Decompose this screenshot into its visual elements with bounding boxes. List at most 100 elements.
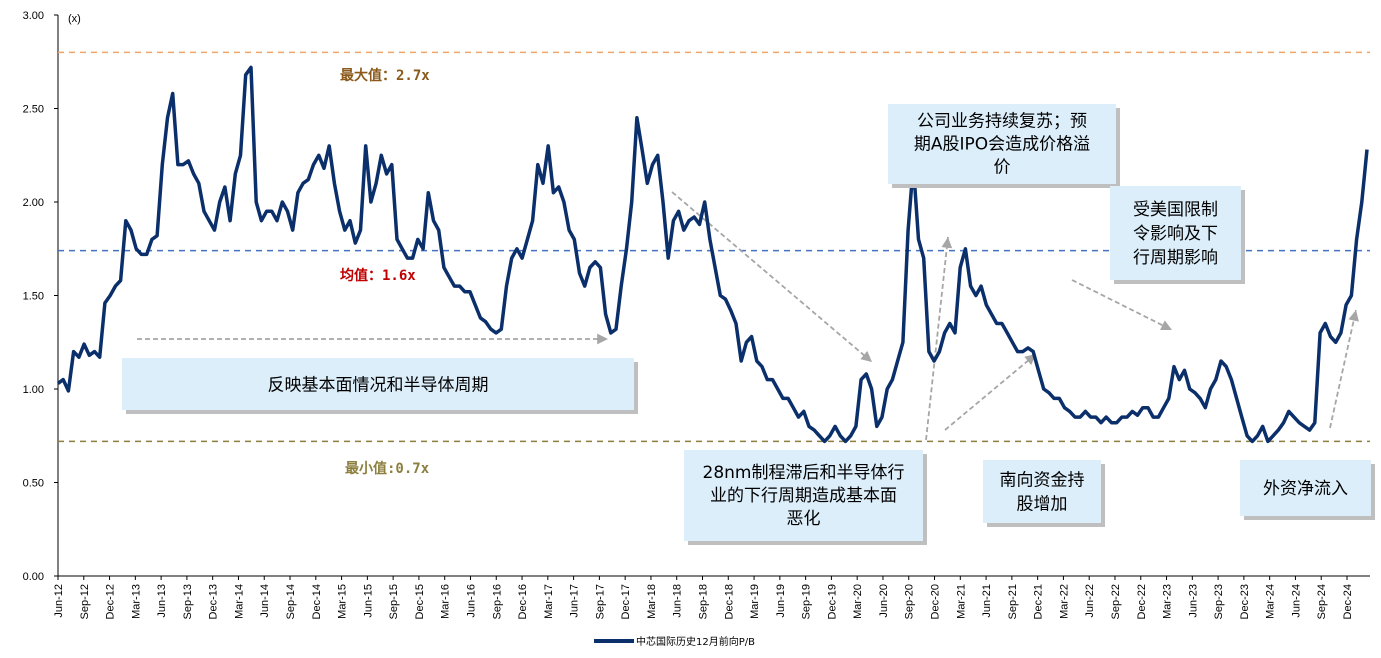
- annotation-text: 反映基本面情况和半导体周期: [268, 376, 489, 396]
- annotation-box-bg: [1110, 186, 1241, 280]
- x-tick-label: Jun-15: [362, 584, 374, 618]
- axes: 0.00 0.50 1.00 1.50 2.00 2.50 3.00 (x) Jun-12 Sep…: [23, 10, 1370, 619]
- x-tick-label: Mar-24: [1265, 584, 1277, 619]
- x-tick-label: Sep-14: [285, 584, 297, 619]
- annotation-arrow: [671, 191, 873, 363]
- x-tick-label: Mar-15: [337, 584, 349, 619]
- y-tick-label: 0.00: [23, 571, 44, 583]
- x-tick-label: Mar-18: [646, 584, 658, 619]
- x-tick-label: Mar-16: [440, 584, 452, 619]
- x-tick-label: Dec-23: [1239, 584, 1251, 619]
- x-tick-label: Jun-24: [1290, 584, 1302, 618]
- x-tick-label: Sep-19: [801, 584, 813, 619]
- x-tick-label: Dec-16: [517, 584, 529, 619]
- x-tick-label: Dec-20: [930, 584, 942, 619]
- y-unit-label: (x): [68, 13, 81, 25]
- annotation-text: 外资净流入: [1263, 479, 1348, 499]
- y-tick-label: 2.00: [23, 197, 44, 209]
- annotation-box-bg: [122, 358, 634, 410]
- y-tick-label: 1.00: [23, 384, 44, 396]
- annotation-text: 受美国限制: [1133, 200, 1218, 220]
- x-tick-label: Mar-23: [1162, 584, 1174, 619]
- annotation-arrow: [925, 236, 953, 441]
- x-tick-label: Dec-13: [208, 584, 220, 619]
- x-tick-label: Jun-23: [1187, 584, 1199, 618]
- annotation-box: 外资净流入: [1240, 460, 1375, 520]
- x-tick-label: Jun-22: [1084, 584, 1096, 618]
- x-tick-label: Jun-21: [981, 584, 993, 618]
- annotation-text: 公司业务持续复苏；预: [917, 112, 1087, 132]
- x-tick-label: Mar-22: [1058, 584, 1070, 619]
- y-tick-label: 2.50: [23, 104, 44, 116]
- x-tick-label: Mar-21: [955, 584, 967, 619]
- annotation-box-bg: [1240, 460, 1371, 516]
- annotation-text: 期A股IPO会造成价格溢: [914, 135, 1090, 155]
- x-tick-label: Dec-18: [723, 584, 735, 619]
- x-tick-label: Sep-13: [182, 584, 194, 619]
- x-tick-label: Dec-24: [1342, 584, 1354, 619]
- x-tick-label: Jun-19: [775, 584, 787, 618]
- x-tick-label: Sep-22: [1110, 584, 1122, 619]
- x-tick-label: Dec-14: [311, 584, 323, 619]
- annotation-arrows: [137, 191, 1359, 441]
- x-tick-label: Dec-12: [105, 584, 117, 619]
- y-tick-label: 0.50: [23, 478, 44, 490]
- x-tick-label: Jun-14: [259, 584, 271, 618]
- reference-label: 最大值：2.7x: [340, 67, 430, 84]
- reference-label: 均值：1.6x: [340, 267, 416, 284]
- x-tick-label: Sep-18: [698, 584, 710, 619]
- reference-label: 最小值:0.7x: [345, 460, 430, 477]
- x-tick-label: Sep-23: [1213, 584, 1225, 619]
- x-tick-label: Sep-12: [79, 584, 91, 619]
- annotation-box-bg: [684, 450, 923, 541]
- annotation-arrow: [944, 353, 1037, 431]
- x-tick-label: Jun-17: [569, 584, 581, 618]
- x-tick-label: Mar-19: [749, 584, 761, 619]
- x-tick-label: Jun-13: [156, 584, 168, 618]
- annotation-text: 28nm制程滞后和半导体行: [703, 463, 905, 483]
- x-tick-label: Jun-20: [878, 584, 890, 618]
- x-tick-label: Sep-17: [594, 584, 606, 619]
- annotation-box-bg: [888, 104, 1116, 184]
- legend-label: 中芯国际历史12月前向P/B: [636, 635, 755, 648]
- annotation-text: 南向资金持: [1000, 471, 1085, 491]
- x-tick-label: Dec-22: [1136, 584, 1148, 619]
- y-tick-label: 1.50: [23, 291, 44, 303]
- annotation-text: 股增加: [1017, 495, 1068, 515]
- annotation-arrow: [1329, 309, 1359, 429]
- x-tick-label: Mar-20: [852, 584, 864, 619]
- series-layer: [56, 65, 1369, 444]
- x-tick-label: Jun-16: [465, 584, 477, 618]
- annotation-text: 价: [994, 158, 1011, 178]
- annotation-text: 业的下行周期造成基本面: [710, 486, 897, 506]
- x-tick-label: Dec-19: [826, 584, 838, 619]
- annotation-text: 令影响及下: [1133, 224, 1218, 244]
- legend: 中芯国际历史12月前向P/B: [594, 635, 755, 648]
- x-tick-label: Sep-20: [904, 584, 916, 619]
- annotation-text: 行周期影响: [1133, 248, 1218, 268]
- x-tick-label: Sep-24: [1316, 584, 1328, 619]
- annotation-box: 反映基本面情况和半导体周期: [122, 358, 638, 414]
- x-tick-label: Dec-17: [620, 584, 632, 619]
- x-tick-label: Jun-12: [53, 584, 65, 618]
- x-tick-label: Mar-14: [233, 584, 245, 619]
- y-tick-label: 3.00: [23, 10, 44, 22]
- annotation-arrow: [1071, 279, 1173, 331]
- series-line: [56, 65, 1369, 444]
- x-tick-label: Jun-18: [672, 584, 684, 618]
- x-tick-label: Sep-21: [1007, 584, 1019, 619]
- x-tick-label: Mar-17: [543, 584, 555, 619]
- x-tick-label: Mar-13: [130, 584, 142, 619]
- annotation-text: 恶化: [787, 509, 821, 529]
- x-tick-label: Sep-16: [491, 584, 503, 619]
- x-tick-label: Dec-15: [414, 584, 426, 619]
- annotation-box-bg: [983, 460, 1101, 523]
- x-tick-label: Dec-21: [1033, 584, 1045, 619]
- x-tick-label: Sep-15: [388, 584, 400, 619]
